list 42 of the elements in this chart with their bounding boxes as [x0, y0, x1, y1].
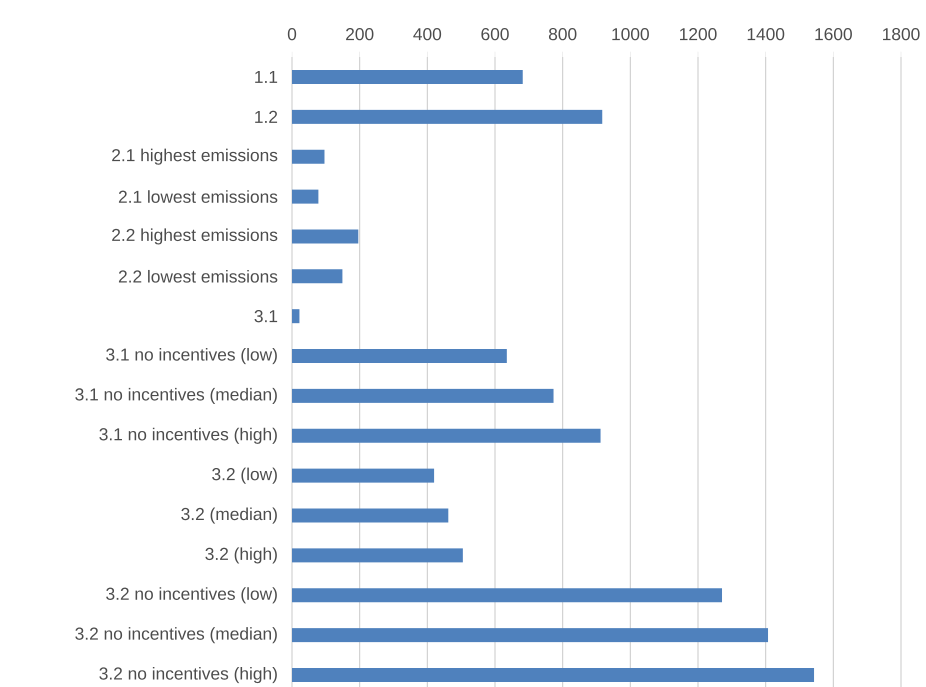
y-tick-label: 3.2 no incentives (low): [106, 587, 277, 604]
x-tick-label: 1600: [815, 28, 852, 40]
bar: [292, 428, 601, 443]
x-tick-label: 200: [346, 28, 374, 40]
y-tick-label: 3.1 no incentives (low): [106, 348, 277, 364]
bar: [292, 190, 318, 204]
x-tick-label: 1400: [748, 28, 784, 40]
bar: [292, 229, 358, 244]
bar: [292, 668, 814, 682]
y-tick-label: 2.1 lowest emissions: [118, 190, 278, 203]
x-tick-label: 600: [481, 28, 509, 40]
y-tick-label: 1.2: [255, 110, 278, 123]
y-tick-label: 3.1 no incentives (high): [99, 428, 277, 444]
x-tick-label: 800: [548, 28, 576, 40]
x-tick-label: 1000: [612, 28, 649, 40]
bar: [292, 468, 434, 483]
bar: [292, 70, 523, 84]
bar: [292, 349, 507, 364]
y-tick-label: 2.2 lowest emissions: [118, 270, 278, 283]
y-tick-label: 3.2 no incentives (high): [99, 666, 277, 684]
bar: [292, 269, 342, 284]
y-tick-label: 3.1: [254, 310, 278, 322]
y-tick-label: 2.2 highest emissions: [112, 228, 278, 245]
x-tick-label: 400: [413, 28, 442, 40]
bar: [292, 588, 722, 602]
y-tick-label: 3.2 (low): [212, 468, 277, 484]
y-tick-label: 3.2 no incentives (median): [75, 627, 277, 644]
y-tick-label: 3.1 no incentives (median): [75, 388, 277, 404]
x-tick-label: 0: [288, 28, 296, 40]
bar: [292, 150, 324, 164]
y-tick-label: 3.2 (high): [205, 547, 277, 564]
y-tick-label: 2.1 highest emissions: [112, 148, 278, 165]
x-tick-label: 1800: [883, 28, 920, 40]
bar: [292, 309, 300, 324]
bar: [292, 628, 768, 642]
y-tick-label: 1.1: [255, 70, 278, 83]
bar: [292, 110, 602, 124]
bar: [292, 388, 554, 403]
bar: [292, 508, 448, 523]
bar: [292, 548, 463, 562]
y-tick-label: 3.2 (median): [181, 507, 277, 524]
x-tick-label: 1200: [680, 28, 717, 40]
